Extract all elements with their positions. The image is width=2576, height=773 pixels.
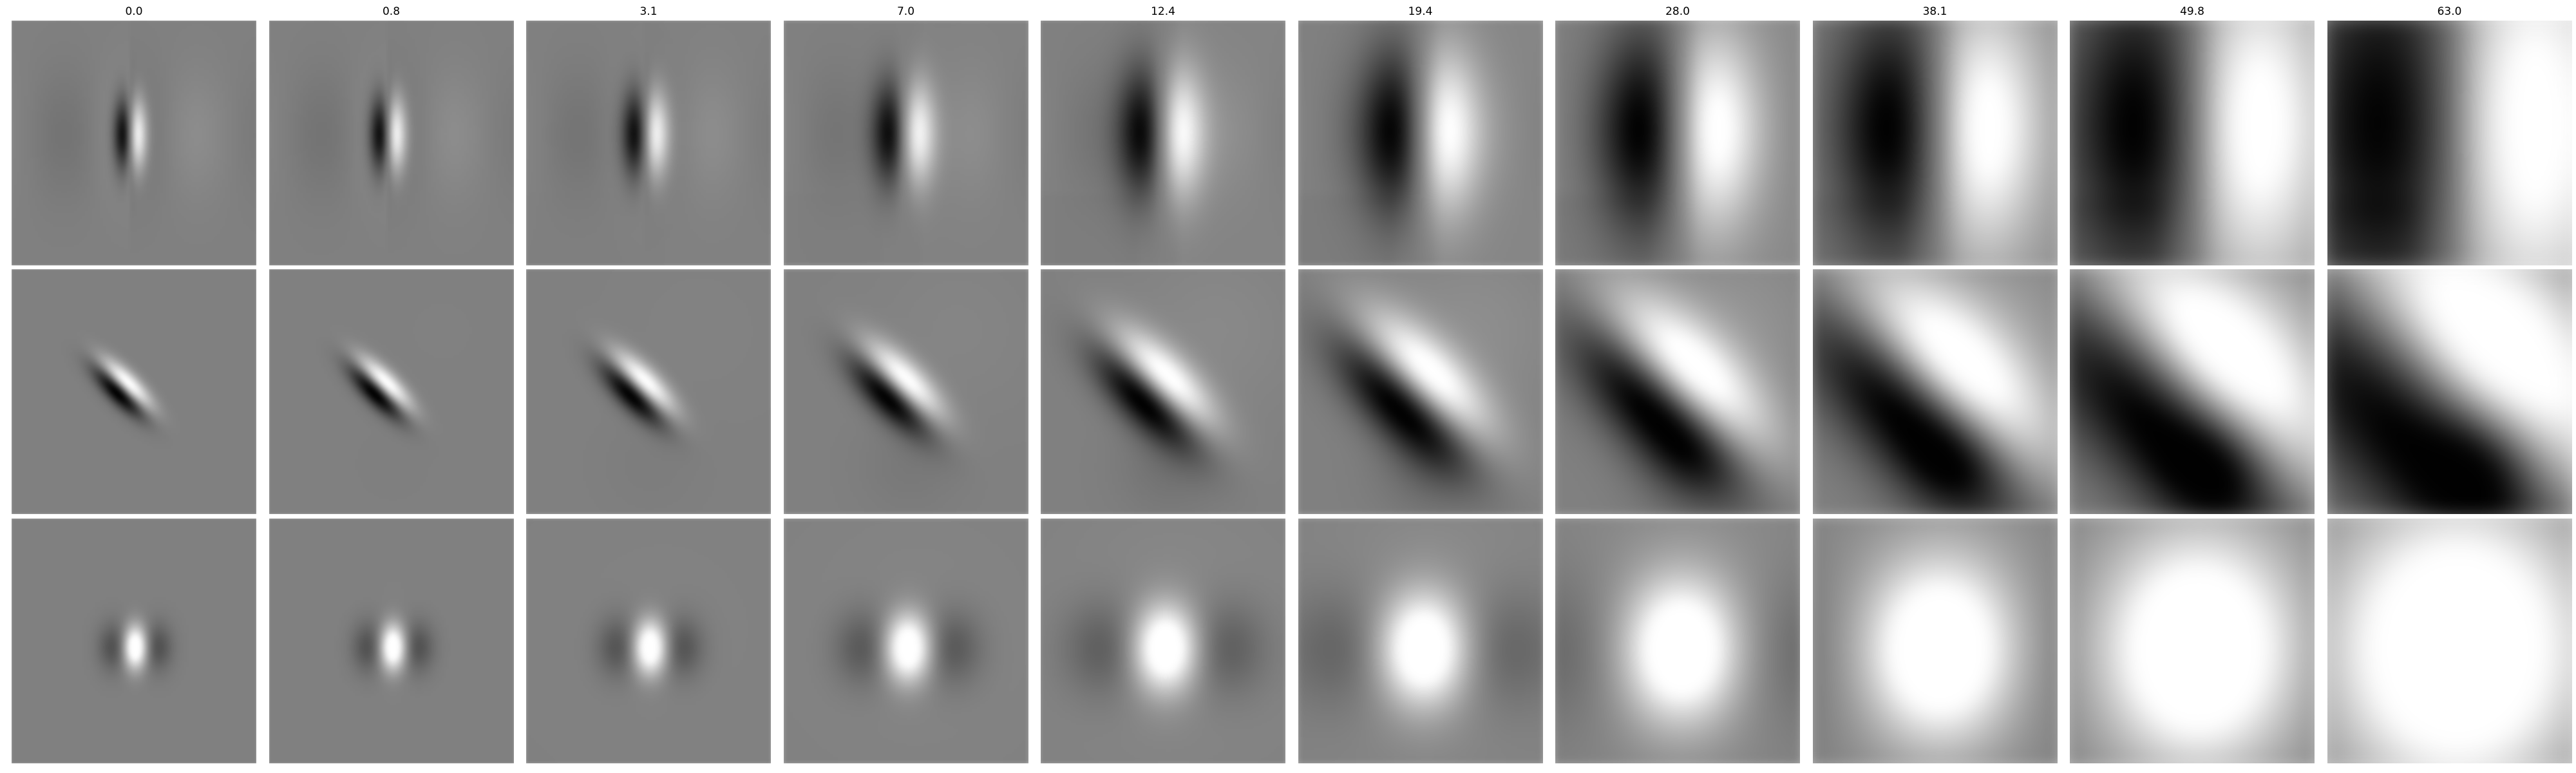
panel-diagonal-odd-pattern-6 (1555, 269, 1800, 514)
panel-diagonal-odd-pattern-5 (1298, 269, 1543, 514)
panel-vertical-odd-pattern-2 (526, 21, 771, 265)
panel-even-blob-pattern-3 (784, 519, 1028, 763)
column-title-8: 49.8 (2180, 5, 2204, 18)
column-title-7: 38.1 (1922, 5, 1947, 18)
panel-even-blob-pattern-7 (1813, 519, 2058, 763)
column-title-2: 3.1 (639, 5, 658, 18)
column-title-3: 7.0 (896, 5, 915, 18)
panel-diagonal-odd-pattern-9 (2327, 269, 2572, 514)
column-title-1: 0.8 (382, 5, 401, 18)
panel-even-blob-pattern-1 (269, 519, 514, 763)
panel-even-blob-pattern-2 (526, 519, 771, 763)
column-title-4: 12.4 (1151, 5, 1175, 18)
panel-vertical-odd-pattern-6 (1555, 21, 1800, 265)
panel-diagonal-odd-pattern-7 (1813, 269, 2058, 514)
panel-even-blob-pattern-4 (1041, 519, 1285, 763)
panel-even-blob-pattern-5 (1298, 519, 1543, 763)
panel-diagonal-odd-pattern-4 (1041, 269, 1285, 514)
column-title-0: 0.0 (125, 5, 143, 18)
panel-vertical-odd-pattern-8 (2070, 21, 2315, 265)
panel-vertical-odd-pattern-9 (2327, 21, 2572, 265)
panel-diagonal-odd-pattern-1 (269, 269, 514, 514)
panel-diagonal-odd-pattern-2 (526, 269, 771, 514)
column-title-5: 19.4 (1408, 5, 1433, 18)
panel-even-blob-pattern-6 (1555, 519, 1800, 763)
panel-even-blob-pattern-9 (2327, 519, 2572, 763)
column-title-9: 63.0 (2437, 5, 2462, 18)
panel-even-blob-pattern-8 (2070, 519, 2315, 763)
panel-vertical-odd-pattern-4 (1041, 21, 1285, 265)
panel-vertical-odd-pattern-7 (1813, 21, 2058, 265)
column-title-6: 28.0 (1665, 5, 1690, 18)
panel-diagonal-odd-pattern-8 (2070, 269, 2315, 514)
panel-diagonal-odd-pattern-0 (12, 269, 256, 514)
panel-vertical-odd-pattern-0 (12, 21, 256, 265)
panel-even-blob-pattern-0 (12, 519, 256, 763)
panel-diagonal-odd-pattern-3 (784, 269, 1028, 514)
panel-vertical-odd-pattern-1 (269, 21, 514, 265)
panel-vertical-odd-pattern-3 (784, 21, 1028, 265)
panel-vertical-odd-pattern-5 (1298, 21, 1543, 265)
